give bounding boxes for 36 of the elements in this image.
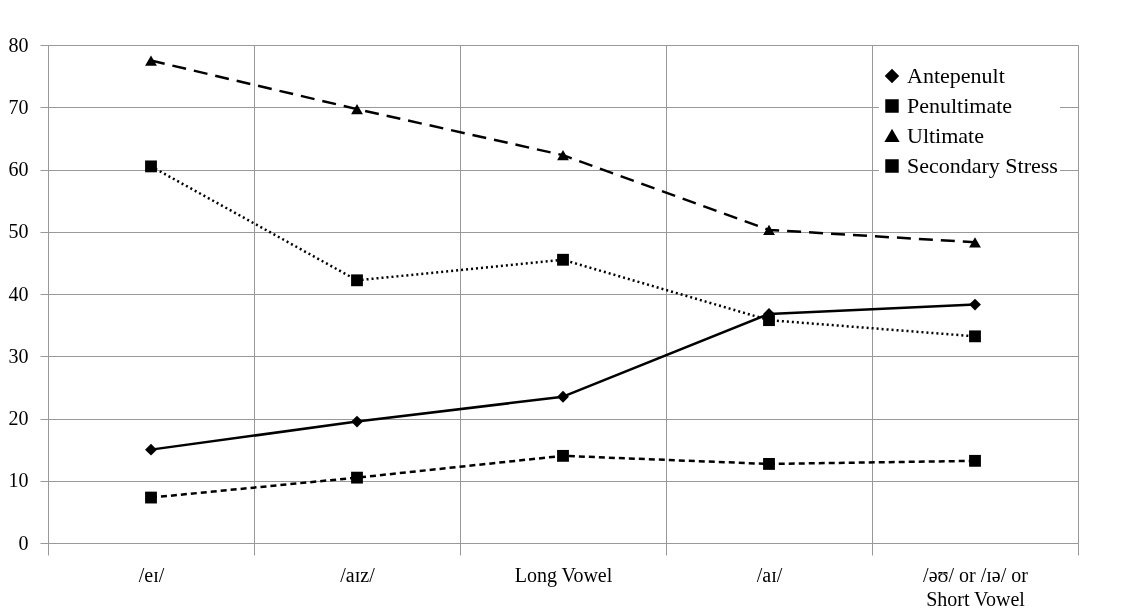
point [145,491,157,504]
x-tick-label: /eɪ/ [138,563,165,586]
y-tick-label: 50 [8,220,29,243]
point [557,390,569,403]
point [557,449,569,462]
point [351,274,363,287]
point [145,443,157,456]
point [763,458,775,470]
x-tick-label: Long Vowel [514,563,613,587]
point [351,103,363,115]
y-tick-label: 20 [8,407,29,429]
point [351,471,363,484]
point [145,160,157,173]
x-tick-label: /əʊ/ or /ɪə/ or Short Vowel [923,563,1029,608]
x-tick-label: /aɪ/ [756,563,783,586]
legend-label: Penultimate [907,93,1013,118]
point [763,314,775,327]
point [557,150,569,161]
y-tick-label: 30 [8,344,29,367]
point [969,454,981,467]
point [351,415,363,428]
point [763,224,775,236]
point [145,55,157,66]
y-tick-label: 10 [8,469,29,492]
y-tick-label: 0 [18,531,29,554]
x-tick-label: /aɪz/ [340,563,376,586]
y-tick-label: 70 [8,95,29,118]
point [969,330,981,343]
y-tick-label: 60 [8,158,29,180]
point [557,253,569,266]
y-tick-label: 40 [8,282,29,305]
legend-label: Secondary Stress [907,153,1058,178]
point [969,298,981,311]
legend-label: Antepenult [907,63,1005,88]
y-tick-label: 80 [8,33,29,56]
legend-label: Ultimate [907,123,984,148]
